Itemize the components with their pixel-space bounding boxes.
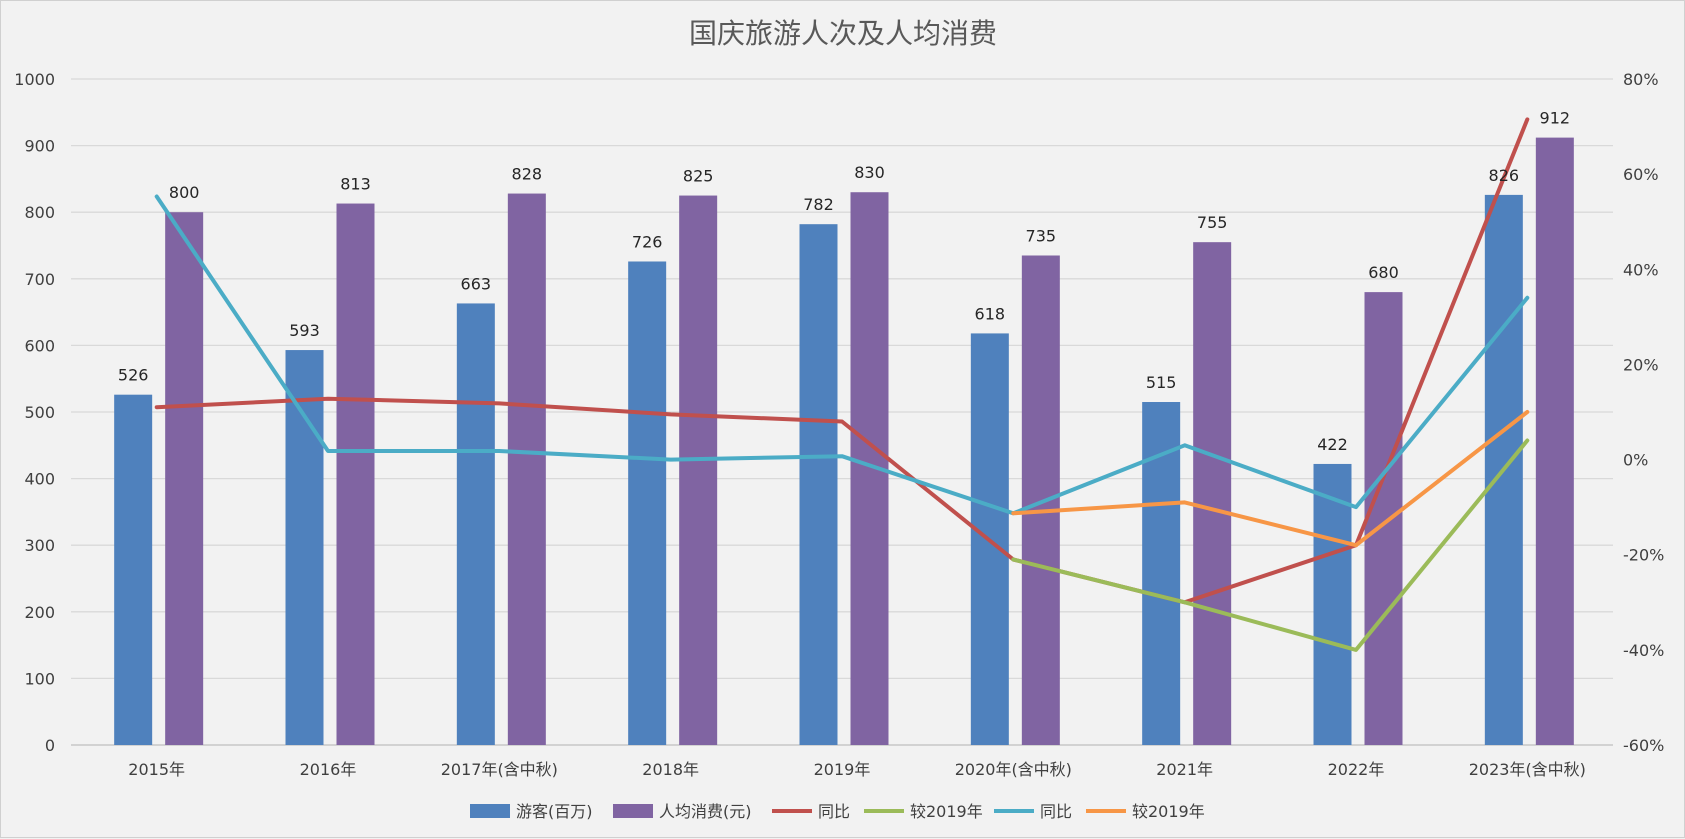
y-tick-label: 600 [24,336,55,355]
x-tick-label: 2023年(含中秋) [1469,760,1586,779]
lines [154,117,1530,652]
bar [1364,292,1403,745]
gridlines [71,78,1613,746]
y-tick-label: 700 [24,270,55,289]
series-line [154,117,1530,605]
x-tick-label: 2017年(含中秋) [441,760,558,779]
data-labels: 526 593 663 726 782 618 515 422 826 800 813 828 825 8… [118,109,1570,454]
data-label: 828 [512,165,543,184]
y-tick-label: 100 [24,669,55,688]
x-tick-label: 2020年(含中秋) [955,760,1072,779]
y-tick-label: 800 [24,203,55,222]
x-tick-label: 2016年 [300,760,357,779]
legend-swatch [470,804,510,818]
legend-label: 较2019年 [1132,802,1205,821]
bars [114,137,1574,746]
bar [1535,137,1574,745]
data-label: 680 [1368,263,1399,282]
bar [336,203,375,746]
legend-label: 游客(百万) [516,802,593,821]
data-label: 726 [632,232,663,251]
y-tick-label: 500 [24,403,55,422]
x-tick-label: 2021年 [1156,760,1213,779]
data-label: 515 [1146,373,1177,392]
y2-tick-label: -60% [1623,736,1664,755]
y-tick-label: 400 [24,470,55,489]
bar [114,394,153,745]
y2-tick-label: -20% [1623,546,1664,565]
series-line [1011,438,1530,652]
y-tick-label: 0 [45,736,55,755]
bar [628,261,667,745]
bar [165,212,204,745]
data-label: 800 [169,183,200,202]
legend-label: 较2019年 [910,802,983,821]
data-label: 826 [1489,166,1520,185]
legend-label: 同比 [1040,802,1072,821]
bar [507,193,546,745]
legend-label: 同比 [818,802,850,821]
chart-title: 国庆旅游人次及人均消费 [689,17,997,50]
y2-tick-label: -40% [1623,641,1664,660]
axes: 0 100 200 300 400 500 600 700 800 900 1000 -60% -40%… [14,70,1664,779]
y2-tick-label: 20% [1623,355,1659,374]
y2-tick-label: 80% [1623,70,1659,89]
data-label: 526 [118,366,149,385]
data-label: 813 [340,175,371,194]
legend-label: 人均消费(元) [659,802,752,821]
y-tick-label: 200 [24,603,55,622]
x-tick-label: 2019年 [814,760,871,779]
x-tick-label: 2022年 [1328,760,1385,779]
bar [1313,463,1352,745]
y-tick-label: 1000 [14,70,55,89]
x-tick-label: 2018年 [642,760,699,779]
data-label: 782 [803,195,834,214]
data-label: 825 [683,167,714,186]
data-label: 618 [975,304,1006,323]
data-label: 593 [289,321,320,340]
bar [1193,242,1232,746]
x-tick-label: 2015年 [128,760,185,779]
y2-tick-label: 0% [1623,451,1648,470]
y-tick-label: 900 [24,137,55,156]
y-tick-label: 300 [24,536,55,555]
legend: 游客(百万) 人均消费(元) 同比 较2019年 同比 较2019年 [470,802,1205,821]
data-label: 755 [1197,213,1228,232]
data-label: 422 [1317,435,1348,454]
bar [456,303,495,745]
series-line [154,194,1530,516]
legend-swatch [613,804,653,818]
bar [285,350,324,745]
y2-tick-label: 40% [1623,260,1659,279]
series-line [1011,410,1530,548]
y2-tick-label: 60% [1623,165,1659,184]
data-label: 663 [461,274,492,293]
data-label: 912 [1540,109,1571,128]
data-label: 830 [854,163,885,182]
data-label: 735 [1026,226,1057,245]
bar [679,195,718,746]
bar [799,224,838,746]
